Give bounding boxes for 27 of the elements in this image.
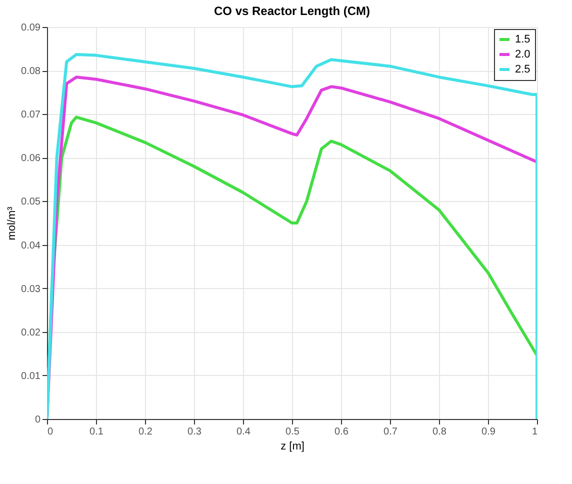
legend-label: 2.0 — [515, 48, 530, 60]
y-tick-label: 0 — [34, 414, 41, 426]
x-axis-title: z [m] — [280, 440, 304, 452]
y-tick-label: 0.06 — [21, 153, 41, 164]
x-tick-label: 0.5 — [286, 426, 300, 438]
y-tick-label: 0.03 — [21, 284, 41, 295]
x-tick-label: 0.8 — [432, 426, 447, 438]
x-tick-label: 0 — [48, 426, 54, 438]
y-tick-label: 0.08 — [21, 66, 41, 78]
y-tick-label: 0.01 — [21, 370, 41, 382]
x-tick-label: 0.1 — [90, 426, 104, 438]
x-tick-label: 1 — [532, 426, 538, 438]
y-tick-label: 0.07 — [21, 110, 41, 121]
y-tick-label: 0.05 — [21, 196, 41, 208]
x-tick-label: 0.3 — [188, 426, 202, 438]
x-tick-label: 0.7 — [384, 426, 398, 438]
x-tick-label: 0.2 — [138, 426, 153, 438]
chart-title: CO vs Reactor Length (CM) — [214, 4, 370, 18]
legend-label: 2.5 — [515, 64, 530, 76]
y-tick-label: 0.09 — [21, 22, 41, 34]
y-tick-label: 0.04 — [21, 240, 41, 252]
y-axis-title: mol/m³ — [6, 206, 18, 240]
x-tick-label: 0.4 — [236, 426, 251, 438]
x-tick-label: 0.9 — [482, 426, 496, 438]
legend-label: 1.5 — [515, 34, 530, 46]
x-tick-label: 0.6 — [334, 426, 349, 438]
y-tick-label: 0.02 — [21, 327, 41, 338]
